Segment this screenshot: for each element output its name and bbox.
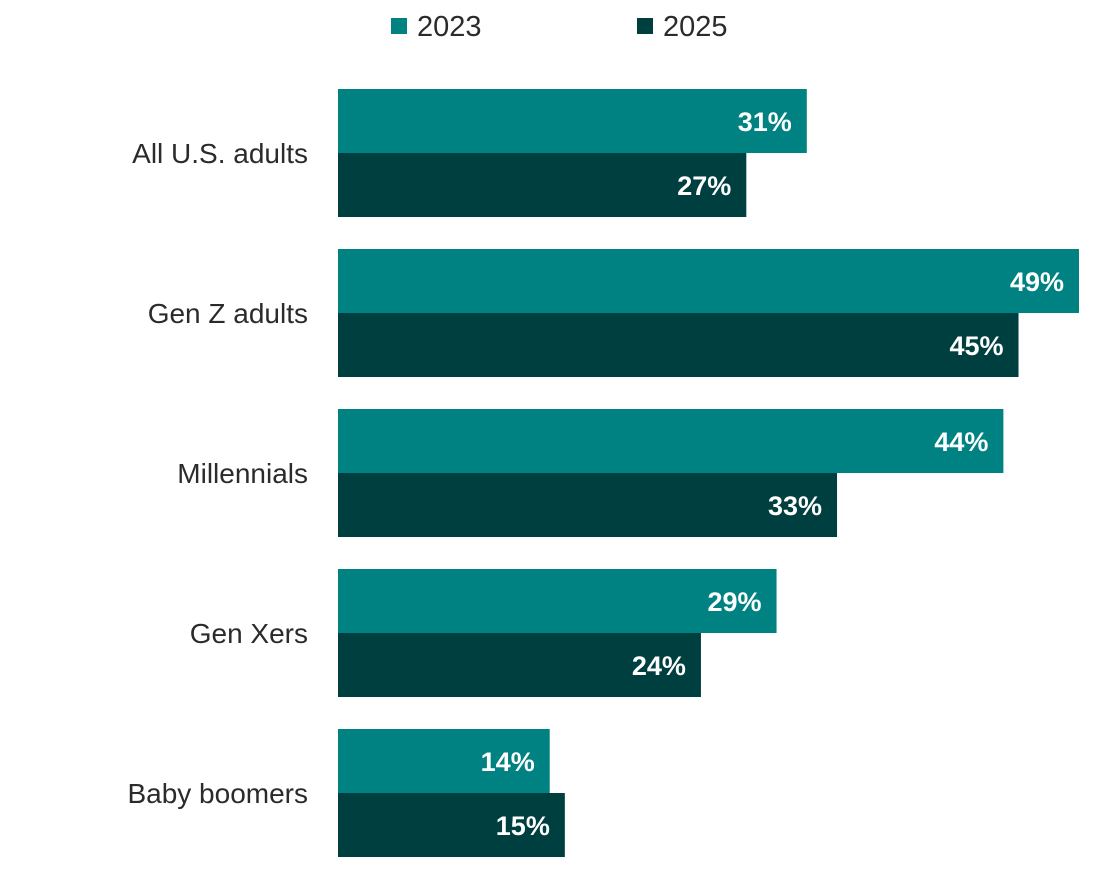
data-label: 29% [708, 587, 762, 617]
bar-2023 [338, 409, 1004, 473]
data-label: 14% [481, 747, 535, 777]
legend-label-2025: 2025 [663, 11, 728, 43]
data-label: 49% [1010, 267, 1064, 297]
category-label: Gen Z adults [148, 298, 308, 329]
legend-label-2023: 2023 [417, 11, 482, 43]
legend: 2023 2025 [391, 11, 728, 43]
data-label: 44% [934, 427, 988, 457]
bar-2023 [338, 249, 1079, 313]
category-label: All U.S. adults [132, 138, 308, 169]
data-label: 45% [949, 331, 1003, 361]
category-label: Gen Xers [190, 618, 308, 649]
bar-2023 [338, 729, 550, 793]
bar-2025 [338, 793, 565, 857]
bar-2025 [338, 313, 1019, 377]
data-label: 15% [496, 811, 550, 841]
data-label: 31% [738, 107, 792, 137]
data-label: 24% [632, 651, 686, 681]
bar-2023 [338, 569, 777, 633]
bar-2023 [338, 89, 807, 153]
category-label: Millennials [177, 458, 308, 489]
data-label: 33% [768, 491, 822, 521]
bar-2025 [338, 473, 838, 537]
legend-swatch-2025 [637, 18, 653, 34]
bar-2025 [338, 633, 701, 697]
bars: 31% 27% 49% 45% 44% 33% 29% 24% 14% 15% [338, 89, 1079, 857]
legend-swatch-2023 [391, 18, 407, 34]
category-labels: All U.S. adults Gen Z adults Millennials Ge… [127, 138, 308, 809]
bar-2025 [338, 153, 747, 217]
category-label: Baby boomers [127, 778, 308, 809]
data-label: 27% [677, 171, 731, 201]
